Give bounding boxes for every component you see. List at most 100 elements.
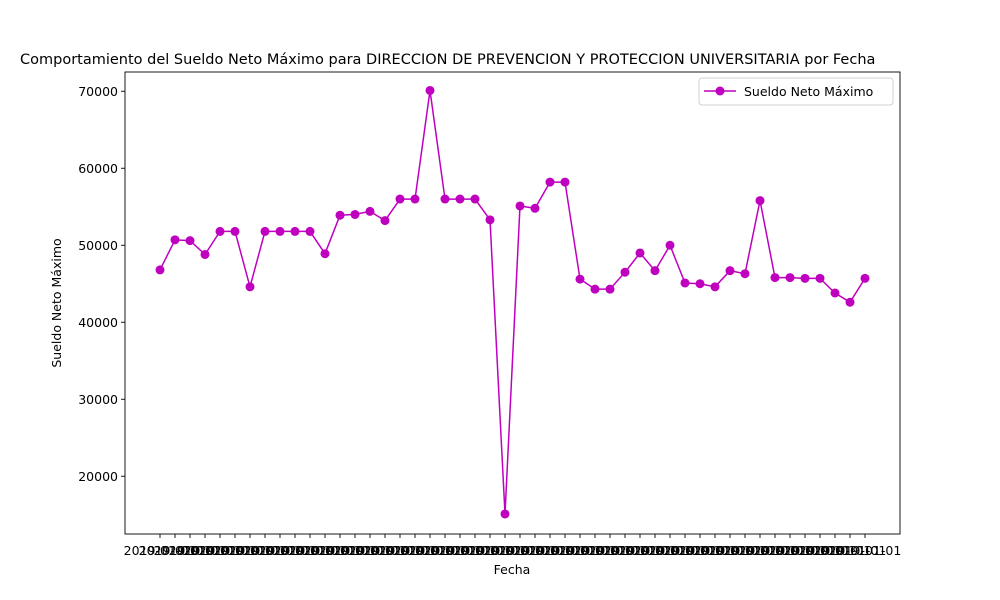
x-tick-label: 2019-01-01 [544,543,617,558]
x-tick-label: 2019-01-01 [379,543,452,558]
data-point [215,226,225,236]
data-point [335,210,345,220]
x-axis-label: Fecha [494,562,531,577]
legend-marker [715,86,725,96]
data-point [185,236,195,246]
x-tick-label: 2019-01-01 [604,543,677,558]
x-tick-label: 2019-01-01 [694,543,767,558]
data-point [725,266,735,276]
data-point [620,267,630,277]
x-tick-label: 2019-01-01 [634,543,707,558]
x-tick-label: 2019-01-01 [409,543,482,558]
data-point [485,215,495,225]
data-point [245,282,255,292]
data-point [860,273,870,283]
x-tick-label: 2019-01-01 [394,543,467,558]
data-point [545,177,555,187]
data-point [275,226,285,236]
data-point [365,206,375,216]
data-point [770,273,780,283]
x-tick-label: 2019-01-01 [184,543,257,558]
x-tick-label: 2019-01-01 [319,543,392,558]
series-layer [155,85,870,519]
data-point [170,235,180,245]
legend: Sueldo Neto Máximo [698,77,894,106]
plot-area [124,71,901,535]
data-point [605,284,615,294]
x-tick-label: 2019-01-01 [514,543,587,558]
data-point [590,284,600,294]
data-point [290,226,300,236]
y-tick-label: 30000 [78,392,118,407]
data-point [845,297,855,307]
data-point [530,203,540,213]
x-tick-label: 2019-01-01 [679,543,752,558]
data-point [635,248,645,258]
x-tick-label: 2019-01-01 [739,543,812,558]
x-tick-label: 2019-01-01 [829,543,902,558]
y-tick-label: 60000 [78,161,118,176]
x-tick-label: 2019-01-01 [124,543,197,558]
x-tick-label: 2019-01-01 [469,543,542,558]
data-point [695,279,705,289]
x-axis: 2019-01-012019-01-012019-01-012019-01-01… [124,534,902,558]
data-point [650,266,660,276]
data-point [830,288,840,298]
y-tick-label: 70000 [78,84,118,99]
data-point [815,273,825,283]
x-tick-label: 2019-01-01 [244,543,317,558]
data-point [500,509,510,519]
data-point [515,201,525,211]
x-tick-label: 2019-01-01 [199,543,272,558]
data-point [680,278,690,288]
legend-box [698,77,894,106]
data-point [710,282,720,292]
data-point [230,226,240,236]
data-point [380,216,390,226]
x-tick-label: 2019-01-01 [169,543,242,558]
data-point [560,177,570,187]
data-point [575,274,585,284]
x-tick-label: 2019-01-01 [799,543,872,558]
x-tick-label: 2019-01-01 [499,543,572,558]
y-axis: 20000 30000 40000 50000 60000 70000 [78,84,125,484]
x-tick-label: 2019-01-01 [454,543,527,558]
chart-title: Comportamiento del Sueldo Neto Máximo pa… [20,52,875,68]
x-tick-label: 2019-01-01 [574,543,647,558]
data-point [155,265,165,275]
x-tick-label: 2019-01-01 [154,543,227,558]
x-tick-label: 2019-01-01 [784,543,857,558]
y-axis-label: Sueldo Neto Máximo [49,238,64,367]
data-point [395,194,405,204]
x-tick-label: 2019-01-01 [589,543,662,558]
legend-label: Sueldo Neto Máximo [744,84,873,99]
x-tick-label: 2019-01-01 [529,543,602,558]
x-tick-label: 2019-01-01 [229,543,302,558]
data-point [740,269,750,279]
data-point [665,240,675,250]
x-tick-label: 2019-01-01 [814,543,887,558]
x-tick-label: 2019-01-01 [334,543,407,558]
data-point [755,196,765,206]
y-tick-label: 20000 [78,469,118,484]
x-tick-label: 2019-01-01 [424,543,497,558]
x-tick-label: 2019-01-01 [664,543,737,558]
x-tick-label: 2019-01-01 [214,543,287,558]
x-tick-label: 2019-01-01 [439,543,512,558]
x-tick-label: 2019-01-01 [349,543,422,558]
y-tick-label: 40000 [78,315,118,330]
x-tick-label: 2019-01-01 [754,543,827,558]
x-tick-label: 2019-01-01 [259,543,332,558]
data-point [305,226,315,236]
data-point [410,194,420,204]
x-tick-label: 2019-01-01 [769,543,842,558]
x-tick-label: 2019-01-01 [709,543,782,558]
data-point [470,194,480,204]
x-tick-label: 2019-01-01 [724,543,797,558]
data-point [785,273,795,283]
data-point [425,85,435,95]
data-point [440,194,450,204]
x-tick-label: 2019-01-01 [559,543,632,558]
data-point [200,249,210,259]
